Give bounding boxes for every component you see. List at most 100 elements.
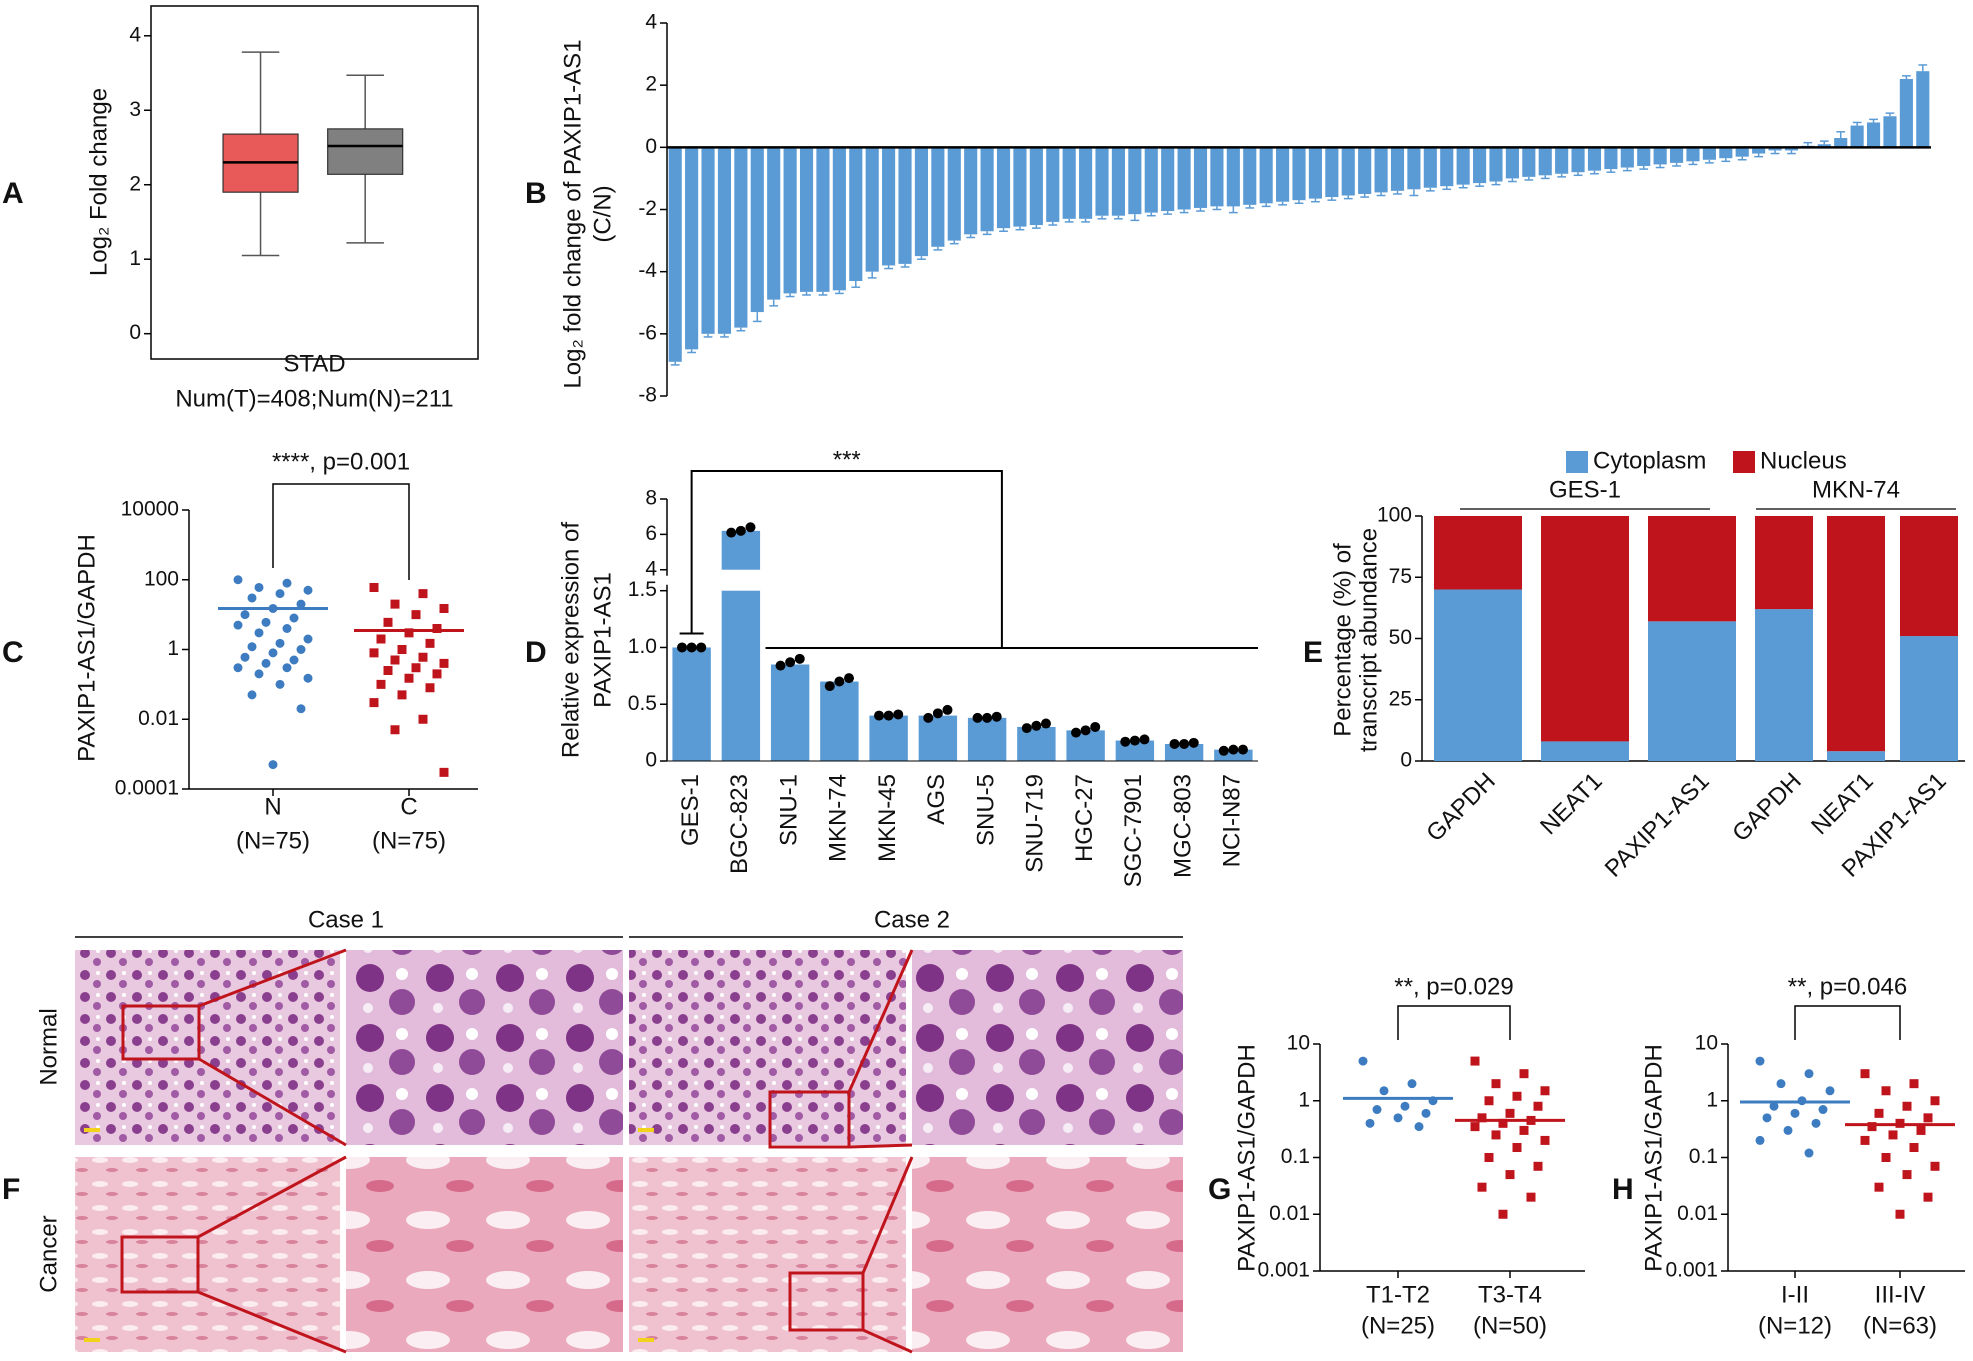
x-tick-note: (N=75): [372, 827, 446, 854]
replicate-point: [1021, 723, 1032, 734]
legend-swatch: [1733, 451, 1755, 473]
data-point: [1526, 1192, 1536, 1202]
bar: [869, 715, 908, 761]
bar: [668, 147, 682, 362]
data-point: [1533, 1161, 1543, 1171]
y-axis-label: Log₂ fold change of PAXIP1-AS1: [559, 39, 586, 388]
bar: [931, 147, 945, 247]
bar: [898, 147, 912, 264]
data-point: [418, 589, 428, 599]
data-point: [233, 575, 243, 585]
bar: [820, 681, 859, 761]
bar: [1817, 144, 1831, 148]
y-tick-label: 0.1: [1689, 1145, 1718, 1168]
y-axis-label: Percentage (%) of: [1329, 543, 1356, 737]
data-point: [1909, 1143, 1919, 1153]
data-point: [1923, 1113, 1933, 1123]
subtitle: Num(T)=408;Num(N)=211: [175, 385, 453, 412]
significance-bracket: [1397, 1005, 1511, 1040]
data-point: [411, 663, 421, 673]
data-point: [1533, 1101, 1543, 1111]
bar-segment: [1900, 516, 1958, 637]
replicate-point: [932, 708, 943, 719]
replicate-point: [1129, 735, 1140, 746]
bar: [1144, 147, 1158, 213]
data-point: [254, 669, 264, 679]
y-tick-label: 4: [645, 557, 657, 580]
x-tick-label: NEAT1: [1806, 768, 1879, 841]
bar: [1522, 147, 1536, 177]
y-tick-label: 0.001: [1257, 1259, 1310, 1282]
data-point: [1358, 1056, 1368, 1066]
replicate-point: [1071, 727, 1082, 738]
y-tick-label: 50: [1389, 626, 1412, 649]
replicate-point: [1080, 725, 1091, 736]
significance-label: ***: [833, 446, 861, 473]
y-tick-label: 1: [1298, 1088, 1310, 1111]
data-point: [1818, 1105, 1828, 1115]
bar: [1604, 147, 1618, 170]
bar: [832, 147, 846, 291]
bar: [882, 147, 896, 266]
data-point: [1881, 1153, 1891, 1162]
replicate-point: [686, 642, 697, 653]
data-point: [418, 652, 428, 662]
y-tick-label: 0.01: [138, 707, 179, 730]
significance-label: **, p=0.046: [1788, 973, 1907, 1000]
bar: [980, 147, 994, 232]
data-point: [376, 679, 386, 689]
bar: [1292, 147, 1306, 201]
x-tick-label: T1-T2: [1366, 1281, 1430, 1308]
bar: [1128, 147, 1142, 215]
y-tick-label: 0.5: [628, 692, 657, 715]
bar: [1325, 147, 1339, 198]
data-point: [254, 628, 264, 638]
row-label: Normal: [35, 1008, 62, 1085]
bar: [1177, 147, 1191, 210]
x-tick-label: BGC-823: [726, 774, 753, 874]
data-point: [1393, 1113, 1403, 1123]
y-tick-label: 25: [1389, 687, 1412, 710]
legend-label: Cytoplasm: [1593, 447, 1706, 474]
data-point: [1769, 1101, 1779, 1111]
y-tick-label: 0.1: [1281, 1145, 1310, 1168]
bar: [1916, 71, 1930, 148]
bar: [947, 147, 961, 241]
bar: [1214, 749, 1253, 761]
bar: [996, 147, 1011, 229]
x-tick-note: (N=25): [1361, 1312, 1435, 1339]
data-point: [1888, 1130, 1898, 1140]
bar: [685, 147, 699, 350]
data-point: [1512, 1091, 1522, 1101]
y-tick-label: 100: [1377, 504, 1412, 527]
y-tick-label: 1: [167, 637, 179, 660]
significance-label: ****, p=0.001: [272, 448, 410, 475]
y-tick-label: 4: [645, 11, 657, 34]
data-point: [1477, 1113, 1487, 1123]
data-point: [1790, 1108, 1800, 1118]
replicate-point: [874, 710, 885, 721]
y-tick-label: 1: [1706, 1088, 1718, 1111]
data-point: [289, 613, 299, 623]
data-point: [275, 589, 285, 599]
significance-bracket: [272, 483, 410, 580]
bar-segment: [1541, 516, 1629, 742]
bar: [721, 530, 761, 761]
data-point: [247, 642, 257, 652]
y-axis-label: PAXIP1-AS1/GAPDH: [1233, 1044, 1260, 1272]
bar: [1555, 147, 1569, 174]
plot-frame: [150, 5, 479, 360]
y-tick-label: -2: [638, 197, 657, 220]
data-point: [303, 634, 313, 644]
data-point: [369, 648, 379, 658]
data-point: [289, 655, 299, 665]
y-tick-label: 3: [129, 98, 141, 121]
bar: [1308, 147, 1322, 199]
histology-image: [912, 1157, 1183, 1352]
data-point: [1811, 1118, 1821, 1128]
y-tick-label: 0.01: [1677, 1202, 1718, 1225]
bar: [1095, 147, 1109, 216]
data-point: [1505, 1108, 1515, 1118]
y-tick-label: 75: [1389, 565, 1412, 588]
replicate-point: [923, 712, 934, 723]
